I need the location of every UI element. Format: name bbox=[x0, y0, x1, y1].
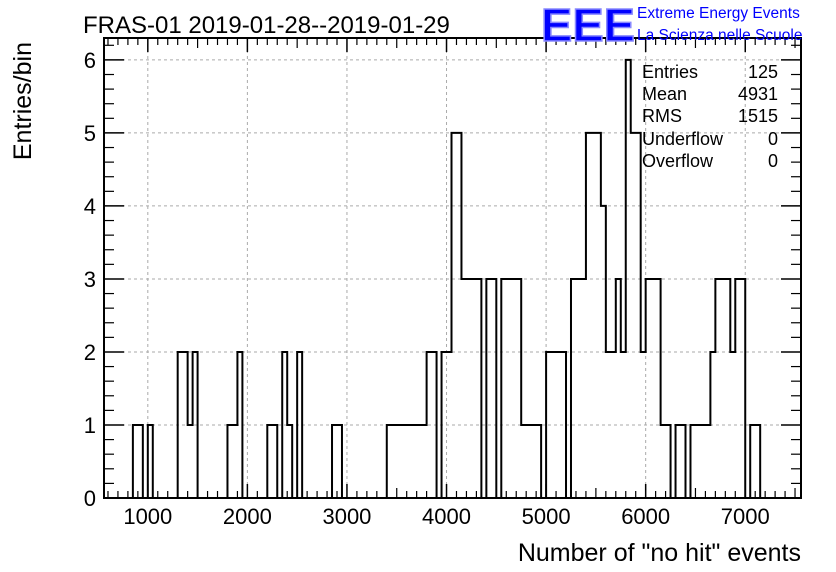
stat-label-underflow: Underflow bbox=[642, 129, 724, 149]
x-tick-label: 5000 bbox=[522, 504, 571, 529]
stat-label-entries: Entries bbox=[642, 62, 698, 82]
plot-frame bbox=[103, 37, 802, 499]
x-axis-label: Number of "no hit" events bbox=[518, 539, 801, 567]
stat-value-overflow: 0 bbox=[768, 151, 778, 171]
x-tick-label: 4000 bbox=[422, 504, 471, 529]
y-tick-label: 6 bbox=[84, 48, 96, 73]
stat-label-rms: RMS bbox=[642, 106, 682, 126]
y-axis-label: Entries/bin bbox=[9, 42, 37, 160]
histogram-outline bbox=[127, 58, 762, 499]
stats-box: Entries 125 Mean 4931 RMS 1515 Underflow… bbox=[642, 62, 778, 171]
eee-logo-line1: Extreme Energy Events bbox=[637, 5, 800, 22]
stat-label-mean: Mean bbox=[642, 84, 687, 104]
y-tick-label: 0 bbox=[84, 486, 96, 511]
x-tick-label: 3000 bbox=[322, 504, 371, 529]
eee-logo-line2: La Scienza nelle Scuole bbox=[637, 27, 802, 44]
stat-value-rms: 1515 bbox=[738, 106, 778, 126]
x-tick-label: 7000 bbox=[721, 504, 770, 529]
chart-title: FRAS-01 2019-01-28--2019-01-29 bbox=[83, 12, 450, 39]
x-tick-label: 1000 bbox=[123, 504, 172, 529]
eee-logo: EEE Extreme Energy Events La Scienza nel… bbox=[540, 0, 802, 52]
y-tick-labels: 0 1 2 3 4 5 6 bbox=[84, 48, 96, 511]
y-tick-label: 4 bbox=[84, 194, 96, 219]
y-tick-label: 2 bbox=[84, 340, 96, 365]
x-tick-label: 6000 bbox=[621, 504, 670, 529]
x-tick-label: 2000 bbox=[223, 504, 272, 529]
stat-value-entries: 125 bbox=[748, 62, 778, 82]
eee-logo-mark: EEE bbox=[541, 0, 635, 51]
y-tick-label: 3 bbox=[84, 267, 96, 292]
stat-label-overflow: Overflow bbox=[642, 151, 714, 171]
y-tick-label: 1 bbox=[84, 413, 96, 438]
y-tick-label: 5 bbox=[84, 121, 96, 146]
stat-value-mean: 4931 bbox=[738, 84, 778, 104]
x-tick-labels: 1000 2000 3000 4000 5000 6000 7000 bbox=[123, 504, 769, 529]
stat-value-underflow: 0 bbox=[768, 129, 778, 149]
